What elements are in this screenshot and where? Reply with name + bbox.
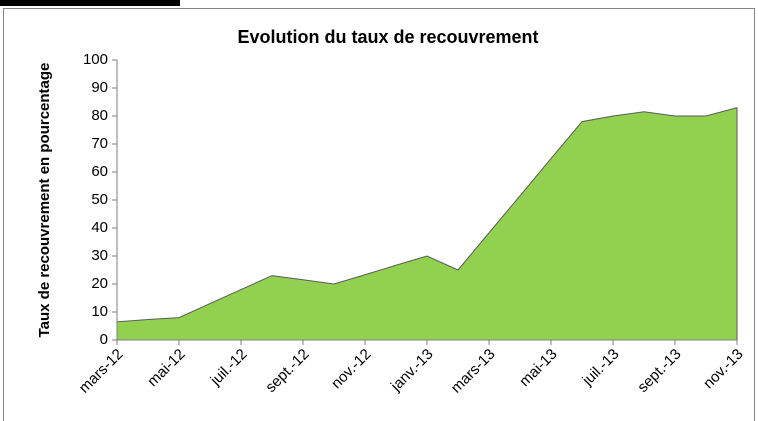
y-tick-label: 30: [91, 247, 108, 264]
y-tick-label: 10: [91, 303, 108, 320]
y-tick-label: 20: [91, 275, 108, 292]
y-tick-label: 60: [91, 163, 108, 180]
y-tick-label: 80: [91, 107, 108, 124]
y-tick-label: 70: [91, 135, 108, 152]
y-tick-label: 100: [83, 51, 108, 68]
y-tick-label: 50: [91, 191, 108, 208]
y-tick-label: 40: [91, 219, 108, 236]
chart-title: Evolution du taux de recouvrement: [237, 27, 538, 47]
area: [116, 106, 738, 341]
y-axis-label: Taux de recouvrement en pourcentage: [36, 63, 53, 338]
y-tick-label: 90: [91, 79, 108, 96]
y-tick-label: 0: [100, 331, 108, 348]
header-fragment: [0, 0, 180, 6]
